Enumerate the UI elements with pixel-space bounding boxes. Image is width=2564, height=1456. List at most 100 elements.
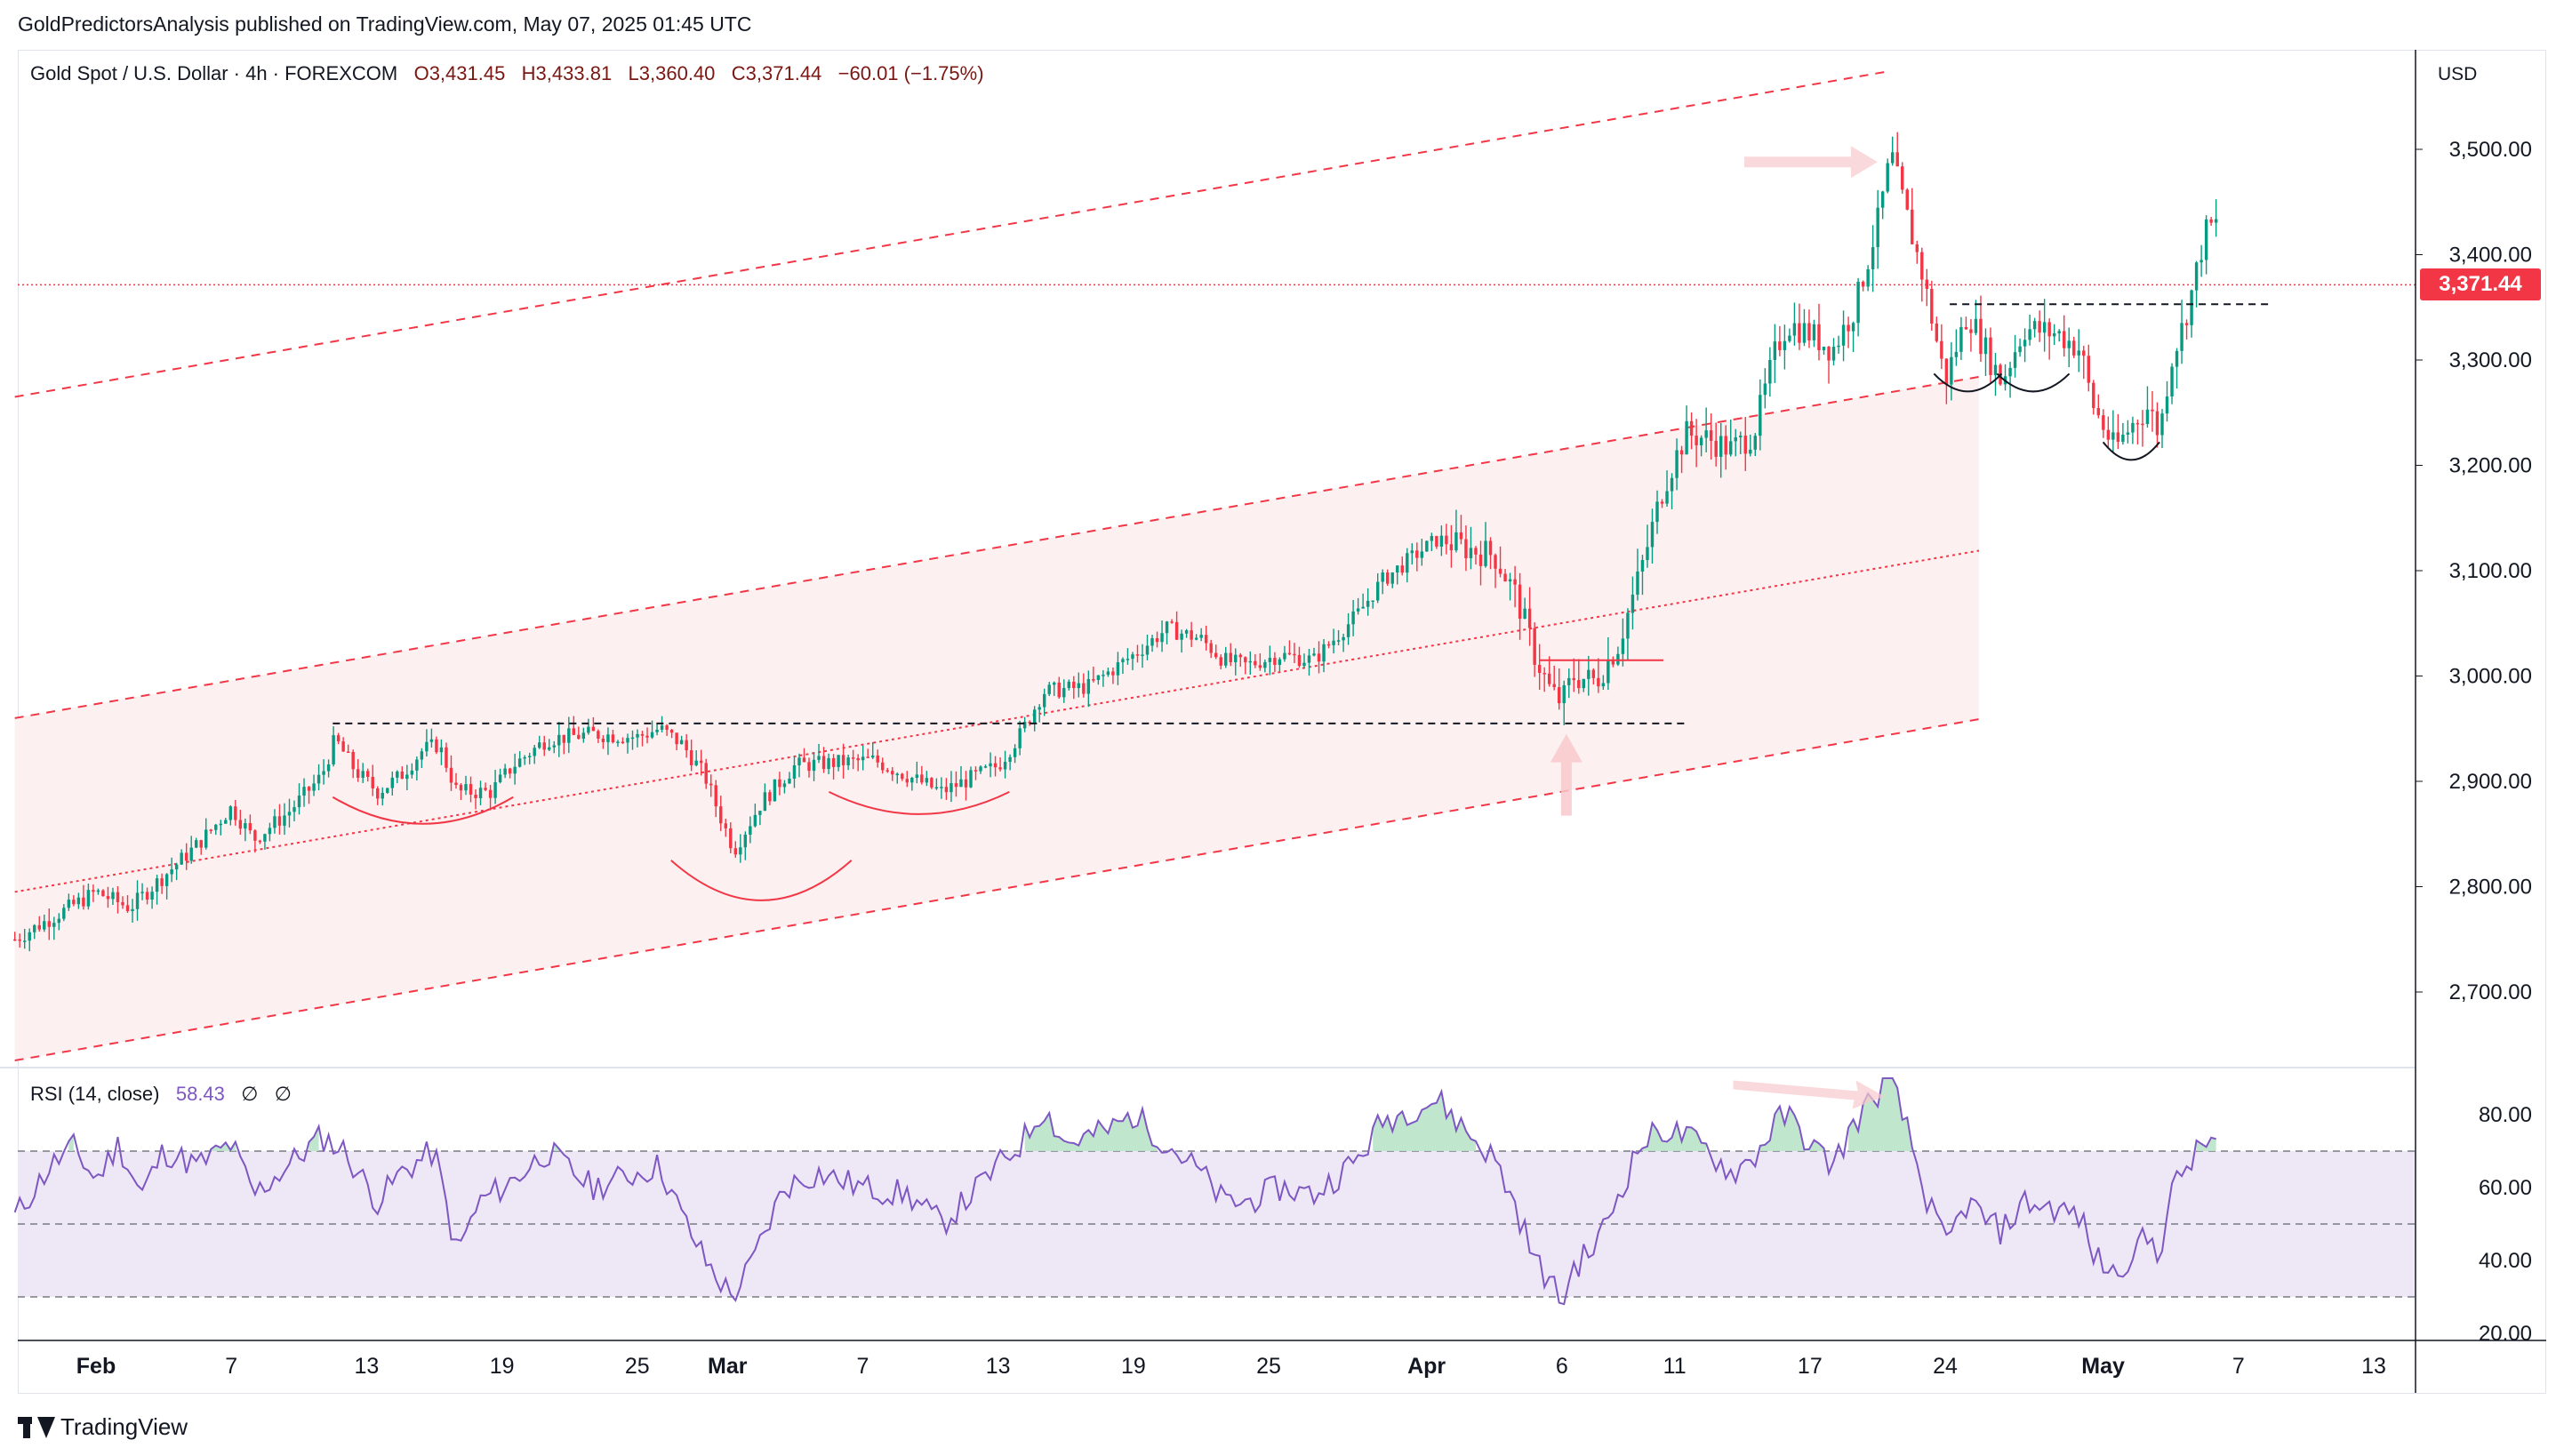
candle xyxy=(1527,608,1532,628)
price-tick-label: 2,800.00 xyxy=(2449,876,2532,900)
candle xyxy=(557,734,561,746)
candle xyxy=(1552,684,1556,688)
candle xyxy=(1053,682,1056,685)
candle xyxy=(1558,687,1561,704)
rsi-legend-value: 58.43 xyxy=(175,1083,225,1105)
candle xyxy=(1086,679,1091,694)
candle xyxy=(228,806,233,820)
candle xyxy=(934,787,939,789)
candle xyxy=(341,741,345,752)
candle xyxy=(1905,189,1909,210)
candle xyxy=(645,735,649,738)
candle xyxy=(2028,329,2031,340)
candle xyxy=(307,787,311,791)
legend-symbol[interactable]: Gold Spot / U.S. Dollar · 4h · FOREXCOM xyxy=(30,62,398,84)
candle xyxy=(901,773,904,780)
candle xyxy=(1646,547,1649,561)
candle xyxy=(1704,430,1708,438)
candle xyxy=(597,731,600,739)
candle xyxy=(2092,382,2095,409)
candle xyxy=(248,823,252,831)
candle xyxy=(831,757,836,767)
time-tick-label: 19 xyxy=(1121,1354,1146,1379)
candle xyxy=(106,896,110,900)
candle xyxy=(983,766,988,768)
candle xyxy=(1386,572,1390,584)
annotations-layer xyxy=(332,146,2272,901)
candle xyxy=(846,757,850,765)
candle xyxy=(116,892,120,902)
candle xyxy=(125,905,130,912)
candle xyxy=(1174,621,1179,640)
candle xyxy=(1293,653,1296,656)
candle xyxy=(782,783,787,788)
candle xyxy=(944,787,949,793)
rsi-legend-name[interactable]: RSI (14, close) xyxy=(30,1083,160,1105)
candle xyxy=(2087,356,2090,383)
candle xyxy=(1798,323,1801,343)
candle xyxy=(2013,352,2017,368)
candle xyxy=(390,777,395,788)
candle xyxy=(76,897,81,905)
candle xyxy=(1043,693,1046,708)
tradingview-logo-icon xyxy=(18,1416,55,1438)
candle xyxy=(1616,653,1620,665)
candle xyxy=(2072,340,2076,356)
candle xyxy=(1254,660,1257,666)
candle xyxy=(954,783,958,788)
candle xyxy=(1837,345,1840,348)
candle xyxy=(621,741,625,743)
candle xyxy=(1028,722,1031,724)
candle xyxy=(2135,422,2140,425)
bottom-arc xyxy=(1933,372,2003,393)
candle xyxy=(2067,340,2071,348)
candle xyxy=(484,788,487,790)
candle xyxy=(1743,436,1747,454)
candle xyxy=(1660,501,1664,504)
candle xyxy=(498,774,502,782)
candle xyxy=(62,908,66,919)
candle xyxy=(1719,436,1723,457)
publisher-line: GoldPredictorsAnalysis published on Trad… xyxy=(18,12,752,36)
candle xyxy=(2151,409,2154,412)
candle xyxy=(1655,501,1659,523)
candle xyxy=(1346,624,1350,637)
candle xyxy=(881,762,885,771)
candle xyxy=(253,830,257,841)
candle xyxy=(292,807,296,812)
rsi-overbought-fill xyxy=(1373,1091,1476,1151)
candle xyxy=(283,815,286,826)
candle xyxy=(2096,408,2101,416)
rsi-overbought-fill xyxy=(2196,1137,2216,1151)
candle xyxy=(606,734,610,742)
candle xyxy=(302,787,306,796)
bottom-arc xyxy=(1996,372,2071,393)
candle xyxy=(1890,152,1895,164)
candle xyxy=(1145,645,1150,655)
candle xyxy=(694,760,698,765)
legend-open: O3,431.45 xyxy=(413,62,506,84)
tradingview-brand[interactable]: TradingView xyxy=(18,1413,188,1441)
candle xyxy=(2180,323,2183,351)
candle xyxy=(788,778,791,784)
candle xyxy=(1827,347,1831,361)
candle xyxy=(1640,560,1645,572)
candle xyxy=(1332,640,1335,645)
rsi-legend-extra2: ∅ xyxy=(274,1083,292,1105)
candle xyxy=(1636,571,1639,595)
candle xyxy=(640,733,645,736)
candle xyxy=(1626,612,1630,639)
candle xyxy=(2126,432,2130,436)
candle xyxy=(1135,654,1140,656)
candle xyxy=(517,758,522,767)
currency-label[interactable]: USD xyxy=(2438,64,2478,84)
price-tick-label: 3,400.00 xyxy=(2449,244,2532,268)
candle xyxy=(1283,652,1286,660)
rsi-overbought-fill xyxy=(1642,1122,1707,1151)
candle xyxy=(562,734,566,743)
candle xyxy=(611,734,615,743)
candle xyxy=(336,735,341,742)
candle xyxy=(316,774,321,784)
time-tick-label: Feb xyxy=(76,1354,116,1379)
